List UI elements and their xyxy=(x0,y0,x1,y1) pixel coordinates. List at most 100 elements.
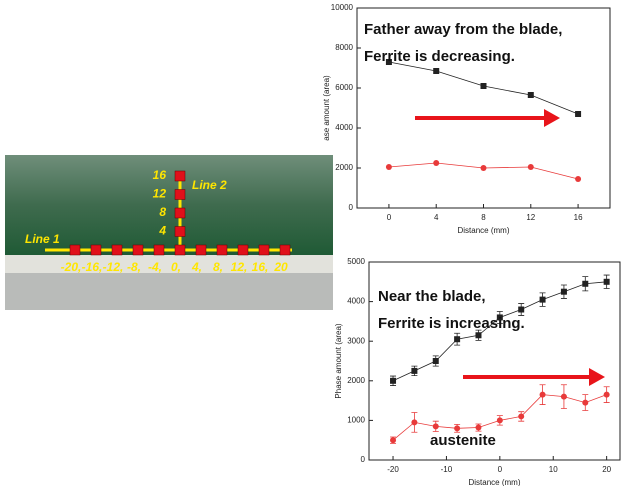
point-marker xyxy=(174,189,186,200)
x-tick-label: 0 xyxy=(498,465,503,474)
y-axis-label: ase amount (area) xyxy=(322,75,331,141)
vertical-label: 4 xyxy=(158,224,166,238)
vertical-label: 8 xyxy=(159,205,166,219)
ruler xyxy=(5,255,333,273)
data-point xyxy=(575,176,582,182)
data-point xyxy=(496,417,503,424)
annotation: Ferrite is decreasing. xyxy=(364,48,515,65)
y-tick-label: 10000 xyxy=(331,3,354,12)
data-point xyxy=(475,332,482,339)
data-point xyxy=(527,92,534,98)
point-marker xyxy=(258,244,270,256)
data-point xyxy=(539,296,546,303)
y-tick-label: 3000 xyxy=(347,336,365,345)
horizontal-label: -12, xyxy=(103,260,124,274)
point-marker xyxy=(174,244,186,256)
data-point xyxy=(385,59,392,65)
y-tick-label: 4000 xyxy=(335,123,353,132)
y-tick-label: 0 xyxy=(349,203,354,212)
data-point xyxy=(433,160,440,166)
point-marker xyxy=(90,244,102,256)
annotation: Father away from the blade, xyxy=(364,21,562,38)
data-point xyxy=(582,399,589,406)
point-marker xyxy=(132,244,144,256)
data-point xyxy=(390,437,397,444)
annotation: Near the blade, xyxy=(378,288,486,305)
x-tick-label: 20 xyxy=(602,465,611,474)
point-marker xyxy=(69,244,81,256)
blade-strip xyxy=(5,155,333,255)
data-point xyxy=(603,391,610,398)
data-point xyxy=(518,306,525,313)
data-point xyxy=(411,419,418,426)
y-tick-label: 6000 xyxy=(335,83,353,92)
data-point xyxy=(480,165,487,171)
data-point xyxy=(433,68,440,74)
line-1-label: Line 1 xyxy=(25,232,60,246)
y-axis-label: Phase amount (area) xyxy=(334,323,343,398)
x-tick-label: -10 xyxy=(441,465,453,474)
plot-frame xyxy=(368,261,621,461)
arrow-head xyxy=(544,109,560,127)
x-tick-label: 10 xyxy=(549,465,558,474)
horizontal-label: -20, xyxy=(61,260,82,274)
y-tick-label: 0 xyxy=(361,455,366,464)
point-marker xyxy=(153,244,165,256)
data-point xyxy=(390,377,397,384)
x-tick-label: 0 xyxy=(387,213,392,222)
x-tick-label: 12 xyxy=(526,213,535,222)
point-marker xyxy=(111,244,123,256)
horizontal-label: 12, xyxy=(231,260,248,274)
point-marker xyxy=(195,244,207,256)
data-point xyxy=(385,164,392,170)
chart: 0 2000 4000 6000 8000 10000 0 4 8 12 16 Distance (m… xyxy=(322,3,611,235)
point-marker xyxy=(216,244,228,256)
point-marker xyxy=(174,207,186,219)
annotation: Ferrite is increasing. xyxy=(378,315,525,332)
point-marker xyxy=(237,244,249,256)
data-point xyxy=(560,393,567,400)
horizontal-label: -16, xyxy=(82,260,103,274)
x-tick-label: 4 xyxy=(434,213,439,222)
line-2-label: Line 2 xyxy=(192,178,227,192)
plot-frame xyxy=(356,7,611,209)
photo xyxy=(5,155,333,310)
horizontal-label: 8, xyxy=(213,260,223,274)
horizontal-label: -8, xyxy=(127,260,141,274)
horizontal-label: -4, xyxy=(148,260,162,274)
x-axis-label: Distance (mm) xyxy=(468,478,520,486)
data-point xyxy=(475,424,482,431)
horizontal-label: 4, xyxy=(191,260,202,274)
data-point xyxy=(539,391,546,398)
x-tick-label: 16 xyxy=(574,213,583,222)
data-point xyxy=(582,280,589,287)
ruler-ticks xyxy=(5,273,333,310)
horizontal-label: 0, xyxy=(171,260,181,274)
x-tick-label: 8 xyxy=(481,213,486,222)
x-axis-label: Distance (mm) xyxy=(457,226,509,235)
data-point xyxy=(496,314,503,321)
y-tick-label: 2000 xyxy=(335,163,353,172)
data-point xyxy=(454,336,461,343)
data-point xyxy=(411,367,418,374)
y-tick-label: 2000 xyxy=(347,376,365,385)
y-tick-label: 4000 xyxy=(347,297,365,306)
data-point xyxy=(432,358,439,364)
annotation: austenite xyxy=(430,432,496,449)
data-point xyxy=(518,413,525,420)
y-tick-label: 1000 xyxy=(347,416,365,425)
horizontal-label: 20 xyxy=(273,260,288,274)
data-point xyxy=(560,288,567,295)
y-tick-label: 8000 xyxy=(335,43,353,52)
data-point xyxy=(527,164,534,170)
point-marker xyxy=(279,244,291,256)
point-marker xyxy=(174,170,186,182)
data-point xyxy=(454,425,461,432)
data-point xyxy=(432,423,439,430)
vertical-label: 16 xyxy=(153,168,167,182)
y-tick-label: 5000 xyxy=(347,257,365,266)
data-point xyxy=(603,278,610,285)
data-point xyxy=(480,83,487,89)
chart: 0 1000 2000 3000 4000 5000 -20 -10 0 10 20 Distance… xyxy=(334,257,621,486)
